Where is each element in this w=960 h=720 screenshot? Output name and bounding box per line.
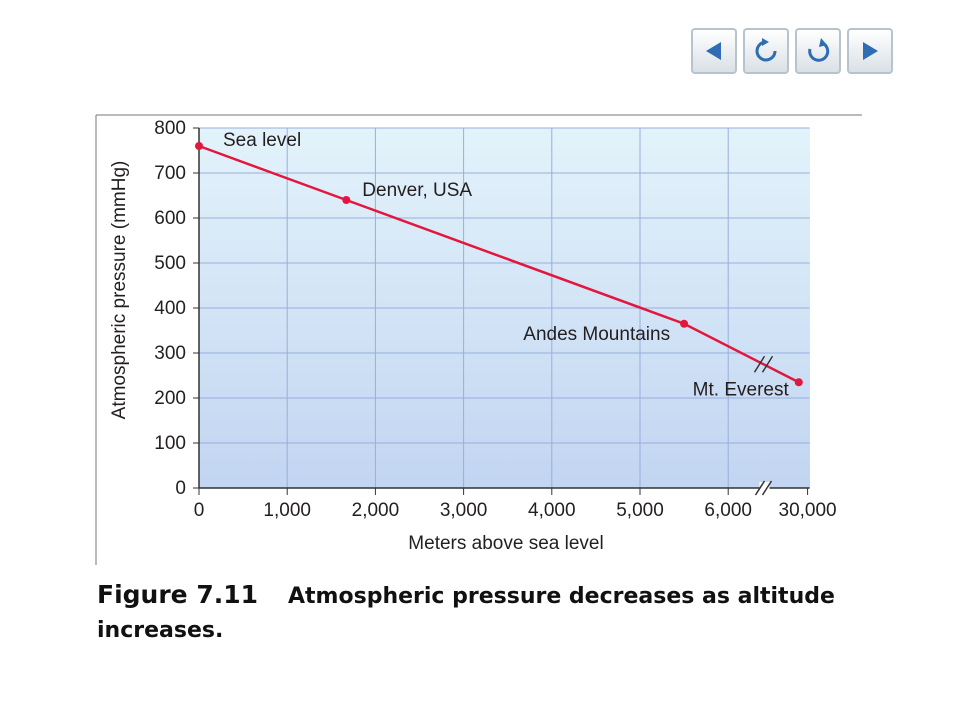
axis-break-gap [759,482,770,494]
caption-label: Figure 7.11 [97,580,259,609]
data-point [342,196,351,204]
x-tick-label: 6,000 [704,500,752,521]
replay-button[interactable] [795,28,841,74]
y-tick-label: 600 [154,208,186,229]
caption-text: Atmospheric pressure decreases as altitu… [97,584,835,643]
chart: Meters above sea level Atmospheric press… [95,114,862,565]
y-tick-label: 500 [154,253,186,274]
axis-break-mark [761,480,773,496]
line-break-mark [761,355,774,373]
x-tick-label: 1,000 [263,500,311,521]
data-point [794,378,803,387]
icon [706,42,721,60]
icon [808,38,830,62]
y-axis-title: Atmospheric pressure (mmHg) [109,161,130,420]
axis-break-mark [754,480,766,496]
next-button[interactable] [847,28,893,74]
x-tick-label: 30,000 [779,500,837,521]
x-tick-label: 4,000 [528,500,576,521]
y-tick-label: 400 [154,298,186,319]
data-point [195,142,203,150]
return-button[interactable] [743,28,789,74]
y-tick-label: 0 [175,478,186,499]
x-tick-label: 3,000 [440,500,488,521]
x-tick-label: 5,000 [616,500,664,521]
point-label: Mt. Everest [693,379,790,400]
y-tick-label: 800 [154,118,186,139]
icon [863,42,878,60]
data-point [680,319,689,328]
y-tick-label: 200 [154,388,186,409]
data-line [198,144,800,384]
y-tick-label: 700 [154,163,186,184]
x-tick-label: 2,000 [352,500,400,521]
x-axis-title: Meters above sea level [408,533,603,554]
y-tick-label: 300 [154,343,186,364]
x-tick-label: 0 [194,500,205,521]
point-label: Sea level [223,130,301,151]
point-label: Denver, USA [362,180,472,201]
line-break-mark [753,355,766,373]
icon [755,38,777,62]
caption: Figure 7.11 Atmospheric pressure decrease… [97,578,857,648]
prev-button[interactable] [691,28,737,74]
y-tick-label: 100 [154,433,186,454]
point-label: Andes Mountains [523,324,670,345]
